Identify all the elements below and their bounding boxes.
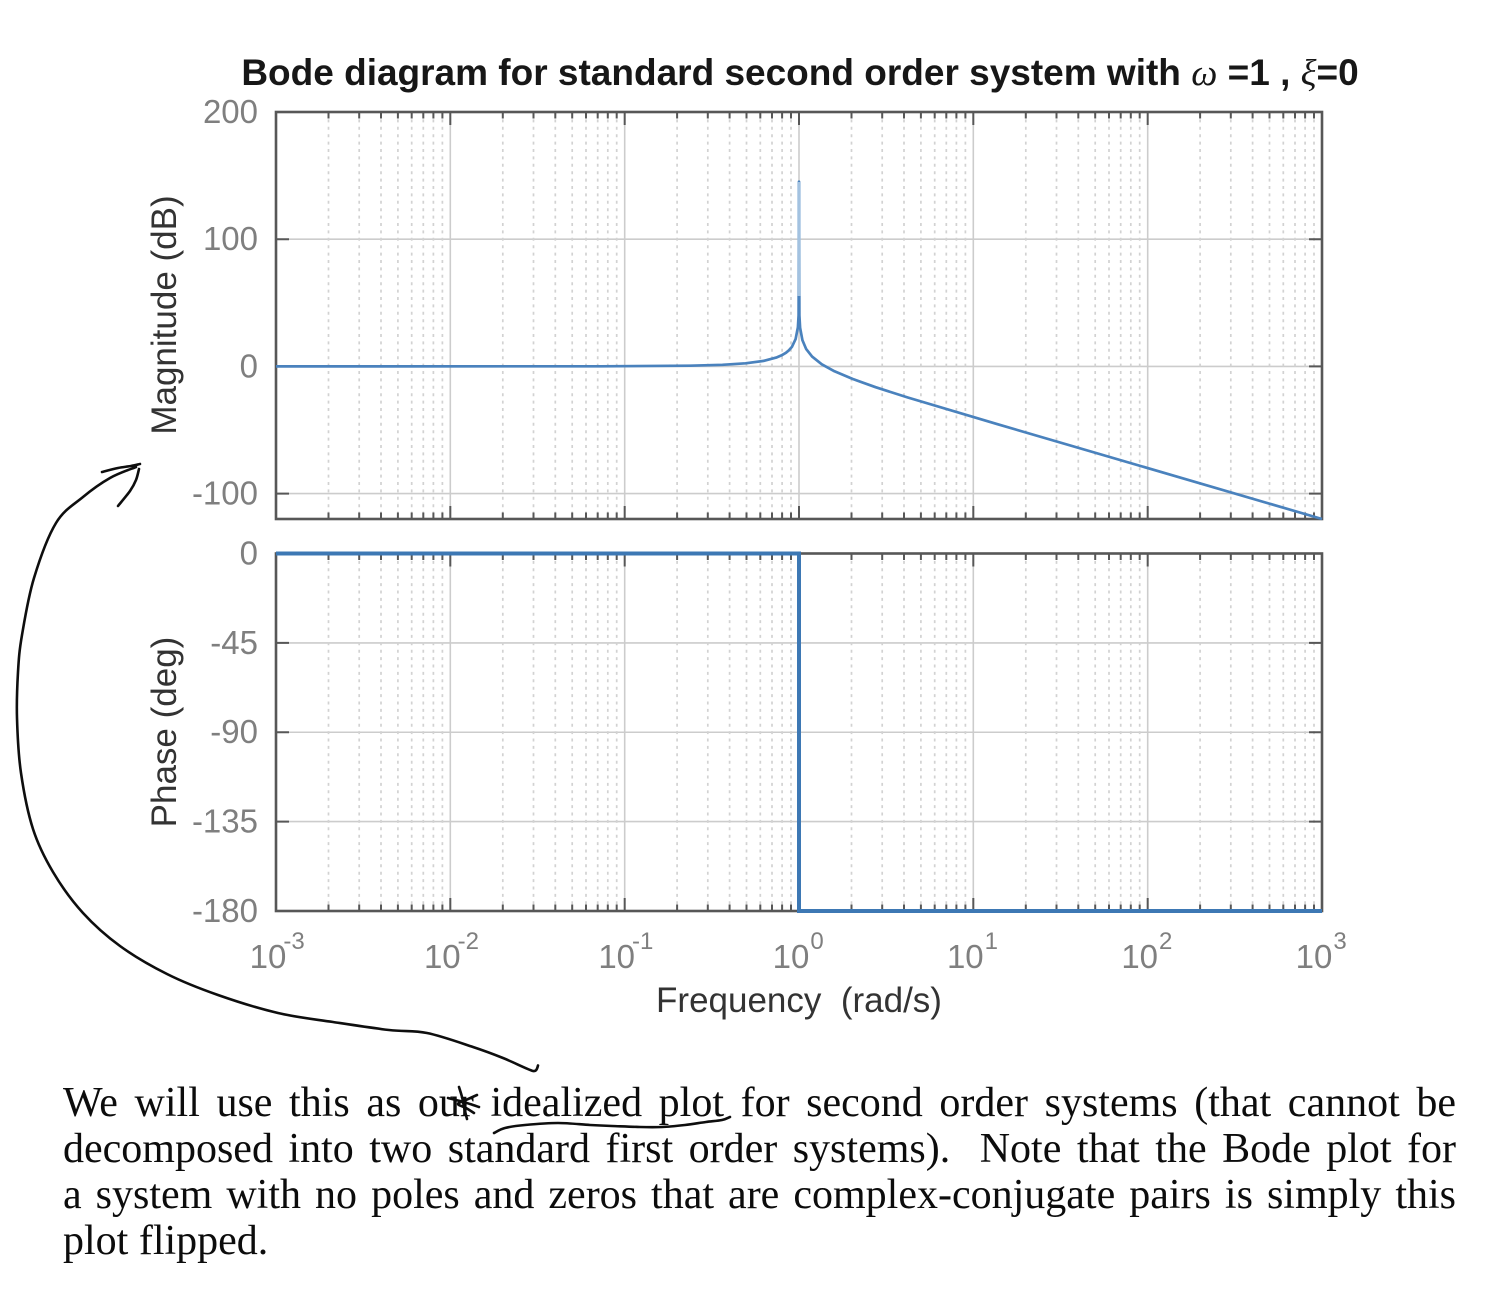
svg-text:-100: -100 — [192, 475, 258, 512]
svg-text:10: 10 — [598, 938, 635, 975]
svg-text:-135: -135 — [192, 803, 258, 840]
svg-text:10: 10 — [773, 938, 810, 975]
svg-text:1: 1 — [985, 928, 998, 955]
svg-text:Phase (deg): Phase (deg) — [145, 637, 184, 828]
svg-text:Magnitude (dB): Magnitude (dB) — [145, 195, 184, 434]
svg-text:0: 0 — [240, 535, 258, 572]
svg-text:Frequency (rad/s): Frequency (rad/s) — [656, 981, 942, 1020]
svg-text:10: 10 — [1296, 938, 1333, 975]
svg-text:-2: -2 — [458, 928, 479, 955]
svg-text:10: 10 — [947, 938, 984, 975]
svg-text:-90: -90 — [210, 713, 258, 750]
svg-text:0: 0 — [810, 928, 823, 955]
svg-text:0: 0 — [240, 347, 258, 384]
svg-text:Bode diagram for standard seco: Bode diagram for standard second order s… — [241, 52, 1358, 94]
svg-text:200: 200 — [203, 93, 258, 130]
svg-text:-45: -45 — [210, 624, 258, 661]
svg-text:-1: -1 — [632, 928, 653, 955]
svg-text:100: 100 — [203, 220, 258, 257]
svg-text:10: 10 — [424, 938, 461, 975]
svg-text:10: 10 — [1121, 938, 1158, 975]
svg-text:3: 3 — [1333, 928, 1346, 955]
svg-text:2: 2 — [1159, 928, 1172, 955]
svg-text:-180: -180 — [192, 892, 258, 929]
svg-text:10: 10 — [250, 938, 287, 975]
svg-text:-3: -3 — [283, 928, 304, 955]
